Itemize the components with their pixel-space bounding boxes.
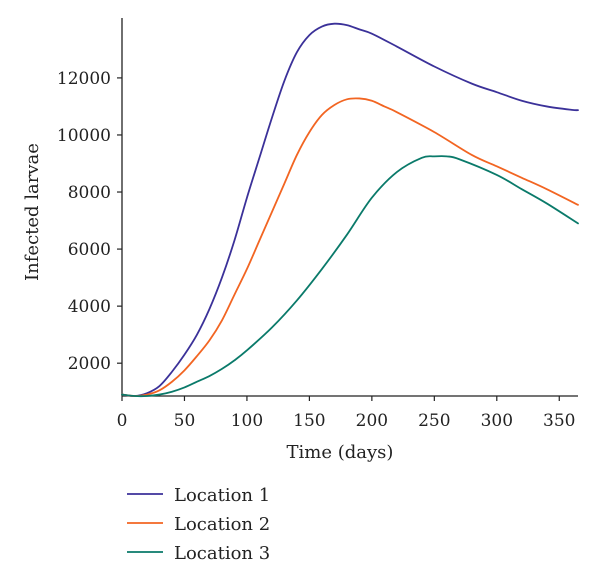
legend-label-location-3: Location 3 <box>174 543 270 564</box>
x-tick-label: 250 <box>418 411 450 431</box>
x-tick-label: 50 <box>174 411 196 431</box>
y-tick-label: 12000 <box>57 69 111 89</box>
legend-label-location-2: Location 2 <box>174 514 270 535</box>
series-line-location-3 <box>121 155 579 398</box>
x-axis-title: Time (days) <box>287 442 394 463</box>
y-ticks: 2000 4000 6000 8000 10000 12000 <box>57 69 122 374</box>
y-axis-title: Infected larvae <box>22 143 43 281</box>
x-tick-label: 200 <box>356 411 388 431</box>
y-tick-label: 2000 <box>68 354 111 374</box>
x-tick-label: 350 <box>543 411 575 431</box>
series-line-location-1 <box>121 22 579 397</box>
y-tick-label: 6000 <box>68 240 111 260</box>
legend-label-location-1: Location 1 <box>174 485 270 506</box>
x-tick-label: 150 <box>293 411 325 431</box>
y-tick-label: 10000 <box>57 126 111 146</box>
series-line-location-2 <box>121 97 579 397</box>
y-tick-label: 4000 <box>68 297 111 317</box>
x-tick-label: 300 <box>481 411 513 431</box>
x-ticks: 0 50 100 150 200 250 300 350 <box>117 396 575 431</box>
x-tick-label: 100 <box>231 411 263 431</box>
series-lines <box>121 22 579 398</box>
y-tick-label: 8000 <box>68 183 111 203</box>
legend: Location 1 Location 2 Location 3 <box>127 485 270 564</box>
axes <box>121 18 578 397</box>
x-tick-label: 0 <box>117 411 128 431</box>
